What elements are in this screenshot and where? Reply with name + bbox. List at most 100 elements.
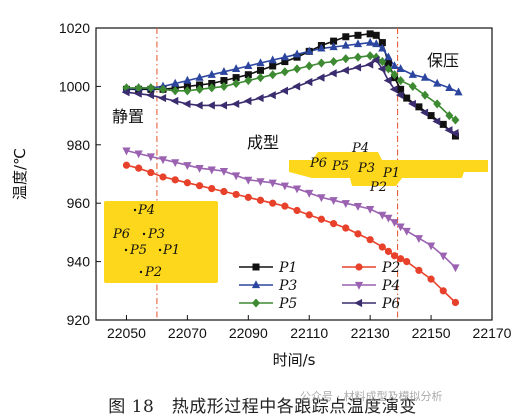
data-point-p4 [207,166,216,175]
legend: P1 P2 P3 P4 P5 P6 [239,260,400,312]
data-point-p3 [317,43,326,52]
data-point-p4 [256,178,265,187]
legend-marker [355,263,363,271]
data-point-p6 [231,99,240,109]
data-point-p6 [267,91,276,100]
data-point-p1 [342,33,350,41]
inset-right-label-p1: P1 [382,166,400,181]
data-point-p5 [390,70,399,80]
x-tick-label: 22130 [351,325,390,341]
data-point-p6 [292,82,301,91]
data-point-p6 [146,91,154,100]
data-point-p5 [159,84,168,94]
data-point-p2 [232,190,240,199]
data-point-p3 [353,39,363,48]
inset-right-label-p6: P6 [309,156,327,171]
data-point-p2 [390,252,399,260]
data-point-p5 [293,64,302,74]
data-point-p6 [341,66,349,75]
data-point-p3 [207,69,216,78]
legend-label: P1 [278,260,297,276]
data-point-p3 [280,52,289,61]
data-point-p5 [329,57,338,67]
data-point-p4 [317,194,326,203]
data-point-p2 [342,224,350,232]
data-point-p5 [256,73,265,83]
data-point-p5 [408,81,417,91]
data-point-p4 [146,153,155,162]
data-point-p2 [397,255,405,263]
x-tick-label: 22110 [290,325,328,341]
data-point-p4 [268,179,277,188]
inset-left-label-p4: P4 [137,203,155,218]
data-point-p3 [305,46,314,55]
data-point-p4 [451,264,460,273]
data-point-p6 [365,60,374,69]
data-point-p2 [403,258,411,266]
data-point-p4 [366,205,375,214]
data-point-p5 [207,83,216,93]
data-point-p6 [194,101,203,110]
data-point-p4 [426,242,436,251]
y-tick-label: 960 [67,195,91,211]
x-tick-label: 22170 [473,325,512,341]
data-point-p6 [170,96,179,106]
data-point-p4 [232,172,241,181]
inset-block-right: P4 P6 P5 P3 P1 P2 [289,141,488,195]
y-tick-label: 940 [67,254,91,270]
data-point-p4 [195,165,204,173]
data-point-p3 [454,87,463,96]
data-point-p4 [353,203,363,211]
inset-right-label-p4: P4 [351,141,369,156]
data-point-p4 [122,147,131,156]
data-point-p2 [317,215,326,223]
data-point-p5 [268,70,277,80]
y-axis-title: 温度/℃ [11,148,29,200]
data-point-p1 [415,103,423,111]
data-point-p3 [396,64,405,72]
temperature-chart: 920 940 960 980 1000 1020 22050 22070 22090 2211… [11,20,512,369]
data-point-p5 [384,64,393,74]
data-point-p2 [147,168,155,177]
figure-caption: 图 18 热成形过程中各跟踪点温度演变 [108,397,417,417]
data-point-p2 [159,173,167,181]
data-point-p4 [158,156,168,165]
data-point-p5 [366,51,375,61]
data-point-p3 [445,83,454,91]
data-point-p4 [244,176,253,185]
data-point-p1 [427,112,435,120]
data-point-p2 [384,247,393,255]
data-point-p2 [415,266,423,274]
data-point-p3 [433,78,442,87]
data-point-p5 [353,52,362,62]
data-point-p2 [183,179,191,187]
data-point-p3 [219,67,229,75]
data-point-p6 [450,129,459,138]
data-point-p6 [377,64,386,73]
inset-right-label-p3: P3 [357,161,375,176]
data-point-p5 [445,111,454,121]
data-point-p3 [256,58,265,67]
data-point-p4 [384,214,393,223]
data-point-p2 [171,176,179,184]
data-point-p5 [146,83,155,93]
data-point-p1 [256,66,264,74]
data-point-p5 [244,76,253,86]
data-point-p1 [403,94,411,102]
data-point-p4 [402,227,411,236]
data-point-p2 [427,275,435,283]
data-point-p6 [182,99,191,109]
x-tick-label: 22150 [412,325,451,341]
data-point-p6 [121,88,130,97]
data-point-p2 [208,185,216,193]
data-point-p4 [378,211,387,220]
data-point-p5 [451,115,460,125]
data-point-p3 [384,52,393,61]
data-point-p4 [219,167,229,176]
phase-label-pressure-hold: 保压 [427,51,459,70]
data-point-p2 [378,243,386,251]
data-point-p5 [433,99,442,109]
inset-left-label-p3: P3 [147,227,165,242]
data-point-p4 [183,162,192,170]
data-point-p3 [183,75,192,84]
